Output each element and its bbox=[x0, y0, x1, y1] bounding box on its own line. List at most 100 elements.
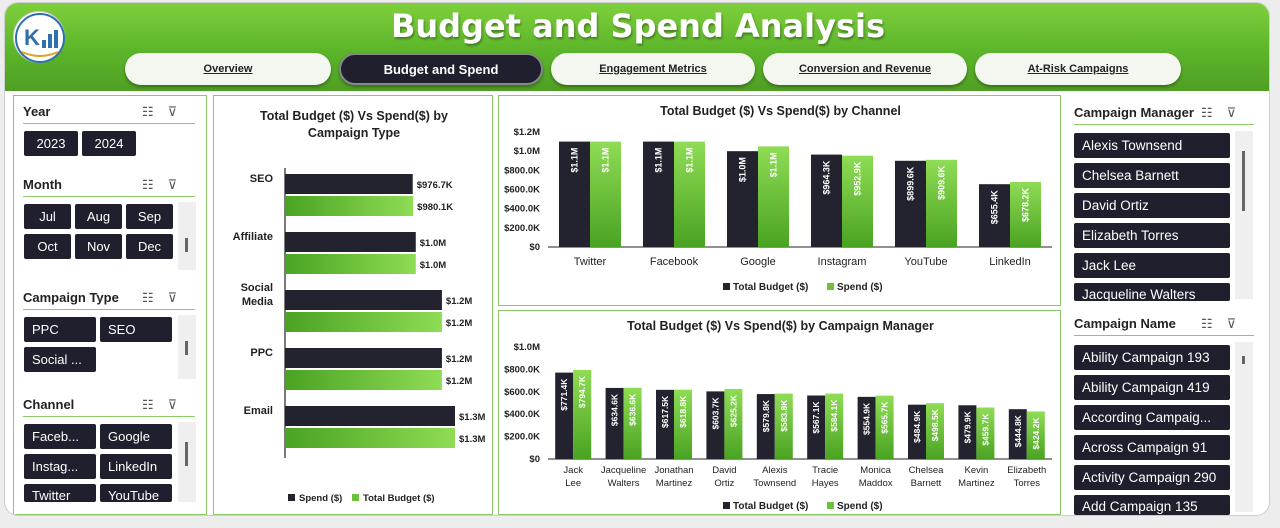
slicer-item-channel-youtube[interactable]: YouTube bbox=[100, 484, 172, 502]
y-tick-label: $1.0M bbox=[514, 146, 540, 157]
channel-scrollbar[interactable] bbox=[178, 422, 196, 502]
tab-conversion-and-revenue[interactable]: Conversion and Revenue bbox=[763, 53, 967, 85]
data-label: $554.9K bbox=[862, 402, 872, 435]
campaign-name-slicer-title: Campaign Name bbox=[1074, 316, 1176, 331]
y-tick-label: $0 bbox=[529, 242, 540, 253]
campaign-manager-item[interactable]: Chelsea Barnett bbox=[1074, 163, 1230, 188]
campaign-name-item[interactable]: Across Campaign 91 bbox=[1074, 435, 1230, 460]
multi-select-icon[interactable]: ☷ bbox=[142, 177, 154, 192]
legend-swatch-total-budget bbox=[352, 494, 359, 501]
slicer-item-channel-google[interactable]: Google bbox=[100, 424, 172, 449]
clear-filter-icon[interactable]: ⊽ bbox=[1226, 316, 1237, 331]
multi-select-icon[interactable]: ☷ bbox=[142, 397, 154, 412]
bar-total-budget bbox=[727, 151, 758, 247]
bar-total-budget bbox=[958, 405, 977, 459]
legend-swatch-total-budget bbox=[723, 283, 730, 290]
category-label: David bbox=[712, 465, 736, 476]
data-label: $794.7K bbox=[577, 375, 587, 408]
bar-total-budget bbox=[559, 141, 590, 247]
slicer-item-type-ppc[interactable]: PPC bbox=[24, 317, 96, 342]
slicer-item-month-aug[interactable]: Aug bbox=[75, 204, 122, 229]
category-label: Twitter bbox=[574, 256, 607, 268]
tab-overview[interactable]: Overview bbox=[125, 53, 331, 85]
legend-label-spend: Spend ($) bbox=[837, 282, 883, 293]
campaign-name-item[interactable]: Activity Campaign 290 bbox=[1074, 465, 1230, 490]
tab-at-risk-campaigns[interactable]: At-Risk Campaigns bbox=[975, 53, 1181, 85]
slicer-item-month-dec[interactable]: Dec bbox=[126, 234, 173, 259]
clear-filter-icon[interactable]: ⊽ bbox=[167, 104, 178, 119]
campaign-name-scrollbar[interactable] bbox=[1235, 342, 1253, 512]
data-label: $567.1K bbox=[811, 401, 821, 434]
campaign-manager-item[interactable]: Elizabeth Torres bbox=[1074, 223, 1230, 248]
campaign-name-item[interactable]: Add Campaign 135 bbox=[1074, 495, 1230, 515]
campaign-type-slicer-title: Campaign Type bbox=[23, 290, 119, 305]
month-scrollbar[interactable] bbox=[178, 202, 196, 270]
bar-spend bbox=[590, 141, 621, 247]
bar-total-budget bbox=[756, 394, 775, 459]
slicer-item-channel-facebook[interactable]: Faceb... bbox=[24, 424, 96, 449]
channel-slicer-title: Channel bbox=[23, 397, 75, 412]
clear-filter-icon[interactable]: ⊽ bbox=[167, 397, 178, 412]
multi-select-icon[interactable]: ☷ bbox=[142, 290, 154, 305]
multi-select-icon[interactable]: ☷ bbox=[1201, 105, 1213, 120]
slicer-item-month-sep[interactable]: Sep bbox=[126, 204, 173, 229]
data-label: $899.6K bbox=[906, 166, 916, 201]
campaign-name-item[interactable]: According Campaig... bbox=[1074, 405, 1230, 430]
category-label: PPC bbox=[250, 347, 273, 359]
clear-filter-icon[interactable]: ⊽ bbox=[1226, 105, 1237, 120]
bar-spend bbox=[674, 389, 692, 459]
campaign-name-item[interactable]: Ability Campaign 193 bbox=[1074, 345, 1230, 370]
y-tick-label: $0 bbox=[529, 454, 540, 465]
slicer-item-month-nov[interactable]: Nov bbox=[75, 234, 122, 259]
campaign-manager-item[interactable]: Alexis Townsend bbox=[1074, 133, 1230, 158]
bar-spend bbox=[926, 403, 944, 459]
y-tick-label: $200.0K bbox=[504, 223, 540, 234]
campaign-manager-item[interactable]: Jack Lee bbox=[1074, 253, 1230, 278]
tab-budget-and-spend[interactable]: Budget and Spend bbox=[339, 53, 543, 85]
data-label: $1.2M bbox=[446, 318, 472, 329]
multi-select-icon[interactable]: ☷ bbox=[142, 104, 154, 119]
tab-engagement-metrics[interactable]: Engagement Metrics bbox=[551, 53, 755, 85]
category-label: Barnett bbox=[911, 478, 942, 489]
bar-total-budget bbox=[908, 404, 926, 459]
data-label: $583.8K bbox=[779, 399, 789, 432]
legend-swatch-spend bbox=[288, 494, 295, 501]
clear-filter-icon[interactable]: ⊽ bbox=[167, 290, 178, 305]
slicer-item-channel-twitter[interactable]: Twitter bbox=[24, 484, 96, 502]
data-label: $636.6K bbox=[628, 393, 638, 426]
campaign-manager-item[interactable]: Jacqueline Walters bbox=[1074, 283, 1230, 301]
bar-total-budget bbox=[605, 387, 624, 459]
multi-select-icon[interactable]: ☷ bbox=[1201, 316, 1213, 331]
legend-label-spend: Spend ($) bbox=[837, 501, 883, 512]
slicer-item-month-jul[interactable]: Jul bbox=[24, 204, 71, 229]
data-label: $1.3M bbox=[459, 412, 485, 423]
legend-label-total-budget: Total Budget ($) bbox=[363, 493, 435, 504]
campaign-type-scrollbar[interactable] bbox=[178, 315, 196, 379]
slicer-item-channel-linkedin[interactable]: LinkedIn bbox=[100, 454, 172, 479]
bar-spend bbox=[825, 393, 844, 459]
category-label: Townsend bbox=[753, 478, 796, 489]
category-label: Torres bbox=[1014, 478, 1041, 489]
slicer-item-year-2023[interactable]: 2023 bbox=[24, 131, 78, 156]
dashboard-frame: K Budget and Spend Analysis Overview Bud… bbox=[4, 2, 1270, 516]
campaign-manager-item[interactable]: David Ortiz bbox=[1074, 193, 1230, 218]
bar-total-budget bbox=[285, 370, 442, 390]
category-label: Walters bbox=[608, 478, 640, 489]
category-label: Jacqueline bbox=[601, 465, 646, 476]
data-label: $459.7K bbox=[980, 413, 990, 446]
legend-swatch-spend bbox=[827, 283, 834, 290]
slicer-item-year-2024[interactable]: 2024 bbox=[82, 131, 136, 156]
slicer-item-channel-instagram[interactable]: Instag... bbox=[24, 454, 96, 479]
legend-label-total-budget: Total Budget ($) bbox=[733, 501, 808, 512]
slicer-item-type-seo[interactable]: SEO bbox=[100, 317, 172, 342]
bar-spend bbox=[285, 232, 416, 252]
month-slicer-title: Month bbox=[23, 177, 62, 192]
data-label: $678.2K bbox=[1021, 188, 1031, 223]
clear-filter-icon[interactable]: ⊽ bbox=[167, 177, 178, 192]
slicer-divider bbox=[23, 416, 195, 417]
campaign-manager-scrollbar[interactable] bbox=[1235, 131, 1253, 299]
slicer-item-month-oct[interactable]: Oct bbox=[24, 234, 71, 259]
campaign-name-item[interactable]: Ability Campaign 419 bbox=[1074, 375, 1230, 400]
slicer-item-type-social[interactable]: Social ... bbox=[24, 347, 96, 372]
bar-spend bbox=[842, 155, 873, 247]
